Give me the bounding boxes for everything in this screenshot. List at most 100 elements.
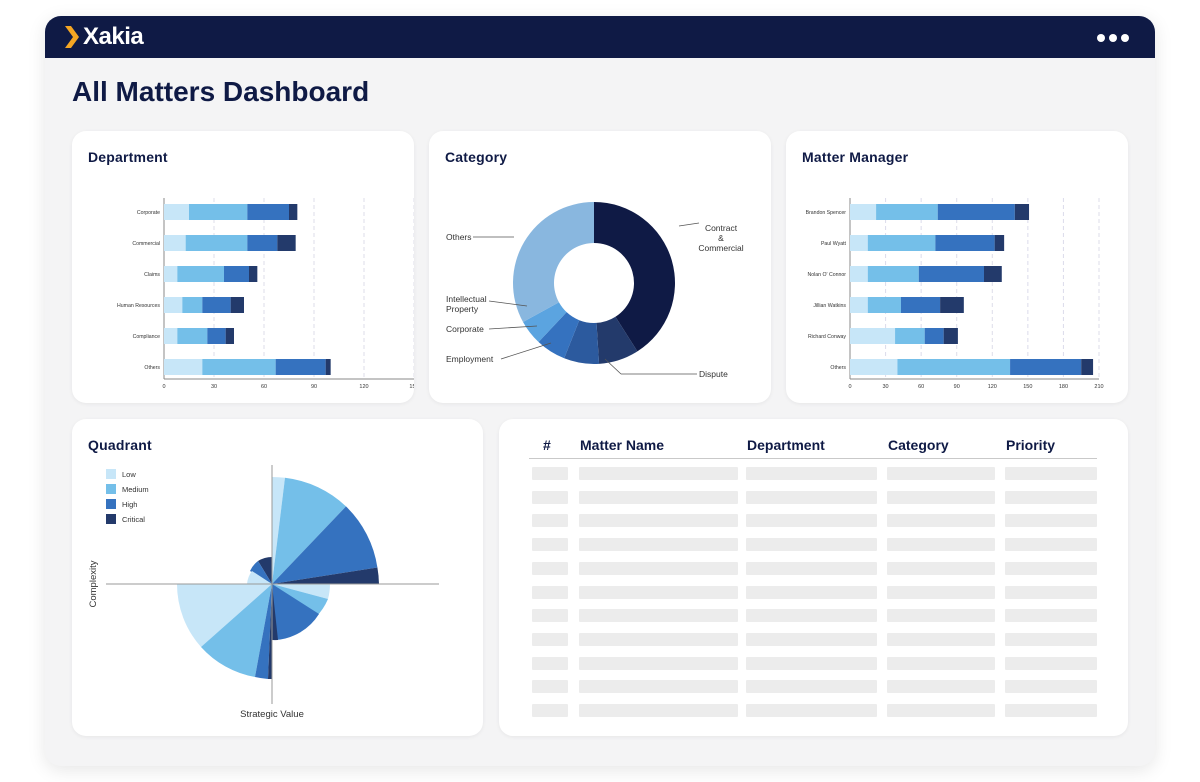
table-cell-placeholder (1005, 609, 1097, 623)
tick-label: 60 (261, 384, 267, 390)
table-cell-placeholder (887, 585, 995, 599)
bar-segment (983, 266, 1002, 282)
bar-segment (867, 297, 901, 313)
bar-segment (918, 266, 984, 282)
table-cell-placeholder (532, 490, 568, 504)
table-cell-placeholder (579, 656, 738, 670)
table-cell-placeholder (1005, 680, 1097, 694)
category-chart: Contract & Commercial Dispute Employment… (446, 202, 744, 379)
bar-segment (867, 235, 936, 251)
label-others: Others (446, 232, 472, 242)
category-label: Others (144, 365, 160, 371)
bar-segment (164, 297, 183, 313)
xakia-chevron-icon (65, 26, 79, 48)
bar-segment (850, 266, 868, 282)
table-cell-placeholder (746, 656, 877, 670)
bar-segment (177, 266, 224, 282)
table-cell-placeholder (532, 632, 568, 646)
table-cell-placeholder (579, 467, 738, 480)
label-ip-1: Intellectual (446, 294, 487, 304)
col-number[interactable]: # (543, 437, 551, 453)
table-cell-placeholder (1005, 561, 1097, 575)
table-cell-placeholder (532, 561, 568, 575)
matter-manager-chart: 0 30 60 90 120 150 180 210 Brandon Spencer Paul W… (806, 198, 1104, 390)
bar-segment (224, 266, 249, 282)
brand-name: Xakia (83, 23, 144, 50)
wedge (272, 584, 330, 599)
legend-medium: Medium (122, 485, 149, 494)
legend-high: High (122, 500, 137, 509)
category-label: Paul Wyatt (821, 241, 847, 247)
bar-segment (994, 235, 1005, 251)
table-cell-placeholder (1005, 467, 1097, 480)
col-category[interactable]: Category (888, 437, 949, 453)
x-axis-label: Strategic Value (240, 709, 304, 720)
table-cell-placeholder (746, 514, 877, 528)
more-dots-icon[interactable] (1097, 34, 1129, 42)
department-card: Department 0 30 60 90 120 150 Corporate Commerc… (72, 131, 414, 403)
bar-segment (247, 204, 289, 220)
bar-segment (230, 297, 244, 313)
category-card: Category Contract & Commercial Dispute E… (429, 131, 771, 403)
bar-segment (177, 328, 208, 344)
legend-low-swatch (106, 469, 116, 479)
label-corporate: Corporate (446, 324, 484, 334)
category-title: Category (445, 149, 508, 165)
tick-label: 30 (883, 384, 889, 390)
wedge (250, 561, 272, 584)
quadrant-card: Quadrant Low Medium High Critical (72, 419, 483, 736)
wedge (272, 584, 319, 640)
category-label: Corporate (137, 210, 160, 216)
bar-segment (164, 328, 178, 344)
donut-slice (523, 302, 567, 343)
bar-segment (935, 235, 995, 251)
table-cell-placeholder (887, 632, 995, 646)
bar-segment (164, 235, 186, 251)
matter-manager-card: Matter Manager 0 30 60 90 120 150 180 210 Brando… (786, 131, 1128, 403)
category-label: Human Resources (117, 303, 160, 309)
wedge (272, 477, 346, 584)
col-matter-name[interactable]: Matter Name (580, 437, 665, 453)
table-cell-placeholder (532, 704, 568, 717)
bar-segment (202, 359, 276, 375)
bar-segment (289, 204, 298, 220)
table-cell-placeholder (887, 467, 995, 480)
category-label: Claims (144, 272, 160, 278)
y-axis-label: Complexity (88, 560, 99, 607)
tick-label: 180 (1059, 384, 1068, 390)
label-employment: Employment (446, 354, 494, 364)
bar-segment (202, 297, 231, 313)
table-cell-placeholder (887, 538, 995, 552)
donut-slice (513, 202, 594, 323)
table-cell-placeholder (746, 704, 877, 717)
legend-critical: Critical (122, 515, 145, 524)
table-cell-placeholder (746, 680, 877, 694)
bar-segment (897, 359, 1011, 375)
table-cell-placeholder (746, 585, 877, 599)
col-priority[interactable]: Priority (1006, 437, 1056, 453)
brand-logo[interactable]: Xakia (65, 23, 144, 50)
table-cell-placeholder (532, 680, 568, 694)
table-cell-placeholder (887, 490, 995, 504)
donut-slice (538, 312, 580, 359)
bar-segment (937, 204, 1015, 220)
label-contract-1: Contract (705, 223, 738, 233)
bar-segment (900, 297, 941, 313)
label-dispute: Dispute (699, 369, 728, 379)
bar-segment (164, 266, 178, 282)
tick-label: 0 (162, 384, 165, 390)
tick-label: 120 (359, 384, 368, 390)
bar-segment (247, 235, 278, 251)
bar-segment (164, 204, 189, 220)
col-department[interactable]: Department (747, 437, 825, 453)
department-chart: 0 30 60 90 120 150 Corporate Commercial Claims Hu… (117, 198, 414, 390)
category-label: Commercial (132, 241, 160, 247)
bar-segment (1010, 359, 1082, 375)
page-title: All Matters Dashboard (72, 76, 370, 107)
bar-segment (895, 328, 925, 344)
bar-segment (940, 297, 964, 313)
table-cell-placeholder (887, 680, 995, 694)
table-cell-placeholder (746, 467, 877, 480)
table-cell-placeholder (887, 704, 995, 717)
bar-segment (277, 235, 296, 251)
